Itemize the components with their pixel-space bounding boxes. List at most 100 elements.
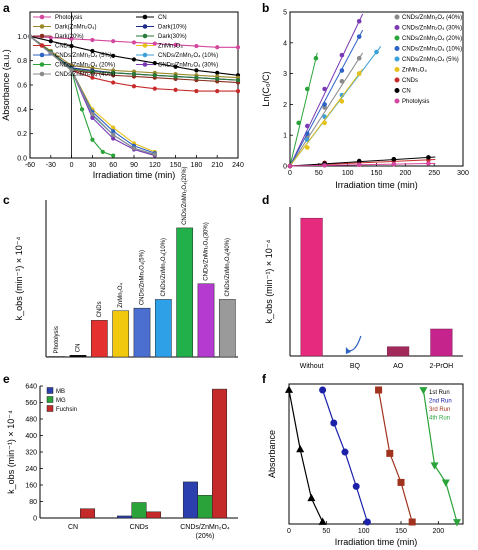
x-tick-label: 150 [395, 528, 407, 535]
data-point [90, 112, 95, 117]
x-tick-label: 50 [315, 170, 323, 177]
data-point [111, 153, 116, 158]
legend-label: ZnMn₂O₄ [402, 68, 427, 74]
data-point [90, 137, 95, 142]
data-point [111, 125, 116, 130]
legend-label: CNDs/ZnMn₂O₄ (40%) [402, 15, 462, 21]
x-tick-label: 200 [399, 170, 411, 177]
data-point [215, 76, 220, 82]
bar [387, 346, 410, 357]
series-fit [287, 52, 319, 169]
bar [218, 299, 236, 358]
x-tick-label: 100 [342, 170, 354, 177]
legend: Photolysis CN Dark(ZnMn₂O₄) Dark(10%) Dark(2… [33, 14, 218, 78]
y-tick-label: 2 [283, 102, 287, 109]
legend-marker [39, 43, 45, 48]
legend-marker [142, 24, 148, 29]
y-tick-label: 3 [283, 71, 287, 78]
data-point [375, 386, 383, 394]
legend: CNDs/ZnMn₂O₄ (40%) CNDs/ZnMn₂O₄ (30%) CNDs… [394, 14, 462, 105]
data-point [356, 71, 362, 76]
bar [116, 515, 132, 519]
legend-marker [394, 98, 400, 104]
bar [197, 495, 213, 519]
legend-marker [39, 14, 45, 20]
legend-label: CNDs/ZnMn₂O₄ (20%) [55, 63, 115, 69]
data-point [284, 385, 294, 393]
data-point [397, 478, 405, 486]
data-point [111, 136, 116, 141]
y-tick-label: 80 [29, 499, 37, 506]
data-point [318, 517, 327, 525]
legend: MB MG Fuchsin [46, 387, 77, 413]
data-point [330, 419, 338, 427]
data-point [194, 43, 199, 49]
data-point [90, 48, 95, 54]
data-point [304, 145, 310, 150]
legend-label: Dark(20%) [55, 34, 84, 40]
series-path [322, 389, 368, 523]
y-axis-label: k_obs (min⁻¹) × 10⁻⁴ [264, 240, 274, 324]
legend-label: 2nd Run [429, 399, 452, 405]
data-point [194, 75, 199, 80]
data-point [341, 448, 349, 456]
data-point [111, 53, 116, 58]
data-point [111, 70, 116, 75]
y-tick-label: 4 [283, 40, 287, 47]
legend-label: CNDs/ZnMn₂O₄ (20%) [402, 36, 462, 42]
legend-marker [142, 62, 148, 67]
data-point [235, 78, 241, 83]
data-point [352, 482, 360, 490]
data-point [173, 42, 178, 47]
legend-marker [39, 33, 45, 39]
legend-label: CN [402, 89, 411, 95]
legend-label: CNDs/ZnMn₂O₄ (10%) [402, 47, 462, 53]
y-axis-label: Absorbance (a.u.) [1, 49, 11, 121]
data-point [69, 43, 74, 49]
series-line [319, 386, 371, 526]
data-point [356, 34, 362, 39]
bar [90, 320, 108, 358]
x-axis-label: Irradiation time (min) [335, 537, 418, 547]
data-point [111, 39, 116, 44]
x-tick-label: 150 [371, 170, 383, 177]
legend-label: CNDs/ZnMn₂O₄ (5%) [402, 57, 459, 63]
data-point [322, 163, 327, 168]
y-tick-label: 1.0 [17, 34, 27, 41]
legend-label: CNDs/ZnMn₂O₄ (30%) [402, 26, 462, 32]
bar [300, 217, 323, 357]
data-point [235, 88, 241, 94]
x-tick-label: 250 [428, 170, 440, 177]
series-path [422, 389, 458, 523]
legend-marker [142, 52, 148, 58]
bar [154, 299, 172, 358]
fit-line [289, 156, 436, 167]
y-tick-label: 400 [25, 433, 37, 440]
panel-label: a [3, 1, 10, 15]
y-tick-label: 560 [25, 400, 37, 407]
x-category-label: AO [393, 363, 404, 370]
x-category-label: CNDs [130, 524, 149, 531]
panel-e: 0 80 160 240 320 400 480 560 640 CN CNDs CNDs/ZnMn₂… [3, 372, 238, 540]
plot-frame [288, 383, 464, 525]
legend-marker [394, 14, 400, 20]
y-tick-label: 0.6 [17, 83, 27, 90]
legend-label: CNDs/ZnMn₂O₄ (40%) [55, 72, 115, 78]
panel-label: f [262, 372, 267, 386]
legend-label: Dark(ZnMn₂O₄) [55, 25, 96, 31]
legend-label: MG [56, 398, 66, 404]
bar-label: CNDs/ZnMn₂O₄(40%) [225, 238, 231, 296]
legend-label: MB [56, 389, 65, 395]
data-point [152, 152, 157, 157]
data-point [339, 68, 345, 73]
data-point [287, 163, 293, 169]
x-tick-label: 100 [358, 528, 370, 535]
data-point [131, 84, 137, 89]
data-point [363, 518, 371, 526]
data-point [215, 70, 220, 75]
bar [112, 310, 130, 358]
y-tick-label: 640 [25, 384, 37, 391]
bar-label: CNDs/ZnMn₂O₄(30%) [204, 222, 210, 280]
legend-label: ZnMn₂O₄ [158, 44, 183, 50]
x-category-label: 2-PrOH [430, 363, 454, 370]
